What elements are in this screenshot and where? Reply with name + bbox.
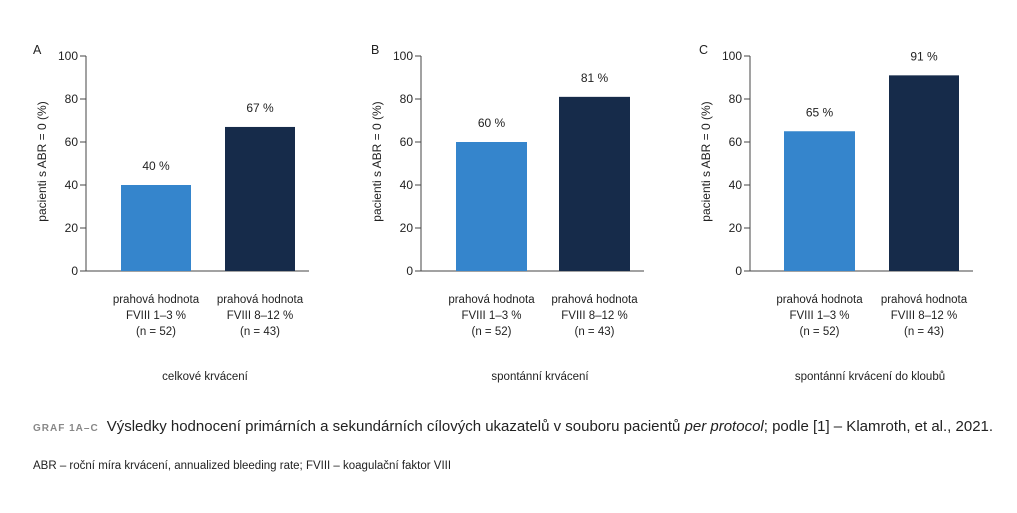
panel-c-bar-1-category-label-line1: prahová hodnota	[776, 294, 863, 306]
panel-c-data-label-2: 91 %	[910, 49, 938, 63]
panel-c-y-tick-label: 20	[729, 221, 743, 235]
panel-a-y-tick-label: 100	[58, 49, 78, 63]
panel-a-data-label-1: 40 %	[142, 159, 170, 173]
panel-b-bar-1-category-label-line3: (n = 52)	[472, 326, 512, 338]
panel-a-bar-1-category-label-line2: FVIII 1–3 %	[126, 310, 186, 322]
panel-b-y-tick-label: 80	[400, 92, 414, 106]
panel-a-y-tick-label: 20	[65, 221, 79, 235]
panel-c-bar-1-category-label-line3: (n = 52)	[800, 326, 840, 338]
panel-a-bar-2-category-label-line3: (n = 43)	[240, 326, 280, 338]
panel-c-subtitle: spontánní krvácení do kloubů	[795, 371, 945, 383]
panel-a-bar-2-category-label-line1: prahová hodnota	[217, 294, 304, 306]
panel-a-letter: A	[33, 43, 42, 57]
charts-area: A 0 20 40 60 80 100 pacienti s ABR = 0 (%) 40 % p…	[33, 43, 973, 383]
panel-a-y-axis-label: pacienti s ABR = 0 (%)	[35, 101, 49, 221]
panel-a-data-label-2: 67 %	[246, 101, 274, 115]
caption-text-main: Výsledky hodnocení primárních a sekundár…	[106, 418, 685, 435]
panel-b-subtitle: spontánní krvácení	[491, 371, 589, 383]
panel-a-y-tick-label: 60	[65, 135, 79, 149]
panel-b-bar-1-category-label-line1: prahová hodnota	[448, 294, 535, 306]
panel-c-data-label-1: 65 %	[806, 105, 834, 119]
panel-c-bar-2-category-label-line1: prahová hodnota	[881, 294, 968, 306]
panel-b-y-axis-label: pacienti s ABR = 0 (%)	[370, 101, 384, 221]
panel-b-bar-1	[456, 142, 527, 271]
caption-text-end: ; podle [1] – Klamroth, et al., 2021.	[763, 418, 994, 435]
panel-b-data-label-1: 60 %	[478, 116, 506, 130]
panel-b-y-tick-label: 0	[406, 264, 413, 278]
panel-b-y-tick-label: 60	[400, 135, 414, 149]
panel-c-y-tick-label: 100	[722, 49, 742, 63]
panel-a-y-tick-label: 80	[65, 92, 79, 106]
caption-text-italic: per protocol	[684, 418, 764, 435]
panel-b-y-tick-label: 40	[400, 178, 414, 192]
panel-b-bar-2-category-label-line1: prahová hodnota	[551, 294, 638, 306]
panel-c-bar-1-category-label-line2: FVIII 1–3 %	[789, 310, 849, 322]
panel-c-letter: C	[699, 43, 708, 57]
figure-caption: GRAF 1A–C Výsledky hodnocení primárních a…	[33, 417, 1008, 438]
panel-a-bar-2	[225, 126, 295, 271]
panel-c-y-tick-label: 40	[729, 178, 743, 192]
panel-a-y-tick-label: 0	[71, 264, 78, 278]
panel-c-bar-2	[889, 75, 959, 271]
caption-tag: GRAF 1A–C	[33, 423, 99, 434]
panel-a-bar-2-category-label-line2: FVIII 8–12 %	[227, 310, 293, 322]
panel-a-bar-1-category-label-line1: prahová hodnota	[113, 294, 200, 306]
panel-c-y-tick-label: 80	[729, 92, 743, 106]
panel-c-y-tick-label: 60	[729, 135, 743, 149]
panel-c-bar-2-category-label-line3: (n = 43)	[904, 326, 944, 338]
panel-b-bar-1-category-label-line2: FVIII 1–3 %	[461, 310, 521, 322]
panel-b-letter: B	[371, 43, 379, 57]
panel-b-y-tick-label: 100	[393, 49, 413, 63]
footnote: ABR – roční míra krvácení, annualized bl…	[33, 460, 452, 472]
panel-b-bar-2-category-label-line3: (n = 43)	[575, 326, 615, 338]
panel-b-bar-2	[559, 96, 630, 271]
panel-c-y-tick-label: 0	[735, 264, 742, 278]
panel-c-bar-1	[784, 131, 855, 271]
panel-a-bar-1-category-label-line3: (n = 52)	[136, 326, 176, 338]
panel-c-y-axis-label: pacienti s ABR = 0 (%)	[699, 101, 713, 221]
panel-a-y-tick-label: 40	[65, 178, 79, 192]
panel-b-data-label-2: 81 %	[581, 71, 609, 85]
panel-a-subtitle: celkové krvácení	[162, 371, 248, 383]
panel-c-bar-2-category-label-line2: FVIII 8–12 %	[891, 310, 957, 322]
panel-a-bar-1	[121, 185, 191, 271]
panel-b-bar-2-category-label-line2: FVIII 8–12 %	[561, 310, 627, 322]
panel-b-y-tick-label: 20	[400, 221, 414, 235]
